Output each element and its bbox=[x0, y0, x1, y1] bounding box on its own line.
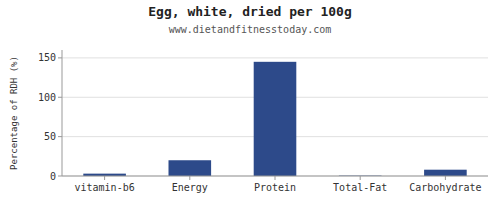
y-axis-label: Percentage of RDH (%) bbox=[9, 56, 19, 170]
y-tick bbox=[58, 97, 62, 98]
y-grid bbox=[62, 58, 488, 176]
subtitle: www.dietandfitnesstoday.com bbox=[169, 24, 332, 35]
chart-svg: Egg, white, dried per 100g www.dietandfit… bbox=[0, 0, 500, 200]
bars bbox=[83, 62, 466, 176]
y-tick bbox=[58, 57, 62, 58]
x-tick-label: Energy bbox=[172, 182, 208, 193]
y-tick-label: 0 bbox=[50, 171, 56, 182]
x-tick bbox=[104, 176, 105, 180]
y-tick bbox=[58, 176, 62, 177]
y-tick-label: 150 bbox=[38, 52, 56, 63]
bar bbox=[254, 62, 297, 176]
y-tick bbox=[58, 136, 62, 137]
y-axis: 0 50 100 150 bbox=[38, 50, 62, 182]
y-tick-label: 50 bbox=[44, 131, 56, 142]
bar bbox=[169, 160, 212, 176]
x-tick bbox=[275, 176, 276, 180]
bar bbox=[424, 170, 467, 176]
x-tick bbox=[189, 176, 190, 180]
x-tick bbox=[445, 176, 446, 180]
x-axis: vitamin-b6 Energy Protein Total-Fat Carbohyd… bbox=[62, 176, 488, 193]
chart-container: Egg, white, dried per 100g www.dietandfit… bbox=[0, 0, 500, 200]
x-tick-label: Protein bbox=[254, 182, 296, 193]
page: {"chart_data": {"type": "bar", "title": … bbox=[0, 0, 500, 200]
grid-line bbox=[62, 57, 488, 58]
x-tick-label: vitamin-b6 bbox=[74, 182, 134, 193]
y-axis-line bbox=[62, 50, 63, 176]
y-tick-label: 100 bbox=[38, 92, 56, 103]
x-tick-label: Total-Fat bbox=[333, 182, 387, 193]
x-tick bbox=[360, 176, 361, 180]
x-tick-label: Carbohydrate bbox=[409, 182, 481, 193]
title: Egg, white, dried per 100g bbox=[148, 4, 352, 19]
